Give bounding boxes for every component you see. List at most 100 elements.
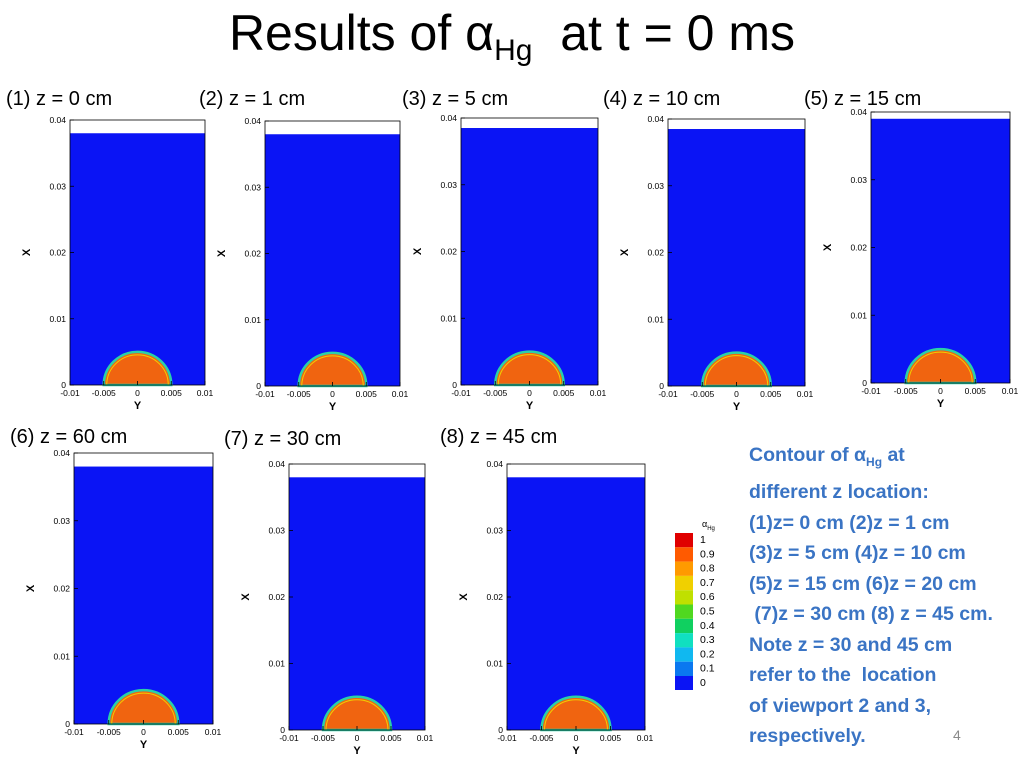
- x-tick-label: -0.005: [483, 388, 507, 398]
- legend-swatch: [675, 661, 693, 676]
- legend-level-label: 0.7: [700, 577, 715, 589]
- x-tick-label: -0.005: [311, 733, 335, 743]
- y-tick-label: 0.02: [268, 592, 285, 602]
- legend-swatch: [675, 547, 693, 562]
- legend-swatch: [675, 590, 693, 605]
- x-tick-label: -0.01: [279, 733, 299, 743]
- panel-label-5: (5) z = 15 cm: [804, 88, 922, 110]
- note-line-2: different z location:: [749, 481, 929, 504]
- y-axis-label: X: [822, 243, 834, 251]
- contour-plot-5: -0.01 -0.005 0 0.005 0.01 0 0.01 0.02 0.03 0.04 Y X: [822, 107, 1019, 410]
- interface-contour: [908, 351, 973, 384]
- note-line-5: (5)z = 15 cm (6)z = 20 cm: [749, 572, 977, 595]
- gas-region: [871, 118, 1010, 384]
- y-tick-label: 0.04: [268, 459, 285, 469]
- legend-level-label: 0.5: [700, 606, 715, 618]
- x-tick-label: -0.01: [60, 388, 80, 398]
- contour-plot-3: -0.01 -0.005 0 0.005 0.01 0 0.01 0.02 0.03 0.04 Y X: [412, 113, 607, 412]
- caption-note: Contour of αHg at different z location: …: [749, 440, 1024, 752]
- x-tick-label: 0.01: [590, 388, 607, 398]
- y-axis-label: X: [458, 593, 470, 601]
- legend-level-label: 1: [700, 534, 706, 546]
- x-axis-label: Y: [140, 739, 148, 751]
- x-tick-label: 0.01: [1002, 386, 1019, 396]
- legend-level-label: 0.9: [700, 548, 715, 560]
- x-tick-label: -0.01: [497, 733, 517, 743]
- y-tick-label: 0.02: [647, 248, 664, 258]
- contour-plot-8: -0.01 -0.005 0 0.005 0.01 0 0.01 0.02 0.03 0.04 Y X: [458, 459, 654, 757]
- y-tick-label: 0.02: [850, 243, 867, 253]
- y-tick-label: 0.02: [49, 248, 66, 258]
- note-line-6: (7)z = 30 cm (8) z = 45 cm.: [749, 603, 993, 626]
- y-axis-label: X: [216, 249, 228, 257]
- panel-label-4: (4) z = 10 cm: [603, 88, 721, 110]
- legend-swatch: [675, 676, 693, 690]
- x-tick-label: -0.01: [64, 727, 84, 737]
- x-tick-label: 0.005: [161, 388, 183, 398]
- x-tick-label: 0.005: [760, 389, 782, 399]
- y-tick-label: 0: [452, 380, 457, 390]
- x-tick-label: 0.01: [205, 727, 222, 737]
- x-tick-label: -0.005: [894, 386, 918, 396]
- legend-level-label: 0.6: [700, 591, 715, 603]
- x-tick-label: 0.005: [356, 389, 378, 399]
- slide-title: Results of αHg at t = 0 ms: [0, 4, 1024, 68]
- note-line-4: (3)z = 5 cm (4)z = 10 cm: [749, 542, 966, 565]
- legend-level-label: 0.1: [700, 663, 715, 675]
- x-tick-label: 0.01: [392, 389, 409, 399]
- x-tick-label: 0.005: [965, 386, 987, 396]
- y-tick-label: 0: [256, 381, 261, 391]
- title-suffix: at t = 0 ms: [560, 5, 796, 61]
- y-tick-label: 0: [498, 725, 503, 735]
- note-line-9: of viewport 2 and 3,: [749, 694, 932, 717]
- y-tick-label: 0.03: [486, 526, 503, 536]
- y-axis-label: X: [21, 248, 33, 256]
- panel-label-7: (7) z = 30 cm: [224, 428, 342, 450]
- y-axis-label: X: [619, 248, 631, 256]
- x-tick-label: 0: [527, 388, 532, 398]
- y-tick-label: 0.03: [53, 516, 70, 526]
- x-tick-label: -0.01: [861, 386, 881, 396]
- gas-region: [74, 466, 213, 724]
- note-line-1: Contour of αHg at: [749, 444, 905, 469]
- legend-title: αHg: [702, 519, 715, 532]
- color-legend: αHg 1 0.9 0.8 0.7 0.6 0.5 0.4 0.3 0.2 0.1 0: [675, 519, 715, 690]
- x-axis-label: Y: [526, 400, 534, 412]
- y-tick-label: 0.02: [486, 592, 503, 602]
- x-tick-label: -0.005: [92, 388, 116, 398]
- interface-contour: [106, 354, 169, 386]
- panel-label-6: (6) z = 60 cm: [10, 426, 128, 448]
- interface-contour: [301, 355, 364, 387]
- x-axis-label: Y: [572, 745, 580, 757]
- gas-region: [289, 477, 425, 730]
- x-tick-label: 0: [734, 389, 739, 399]
- x-tick-label: 0: [938, 386, 943, 396]
- panel-label-2: (2) z = 1 cm: [199, 88, 306, 110]
- x-tick-label: 0.005: [168, 727, 190, 737]
- y-tick-label: 0.03: [244, 182, 261, 192]
- gas-region: [265, 134, 400, 386]
- interface-contour: [497, 354, 562, 386]
- y-tick-label: 0.01: [244, 315, 261, 325]
- x-tick-label: 0.01: [637, 733, 654, 743]
- y-tick-label: 0.04: [49, 115, 66, 125]
- gas-region: [461, 128, 598, 385]
- x-tick-label: 0: [330, 389, 335, 399]
- y-tick-label: 0.02: [440, 247, 457, 257]
- x-tick-label: 0.01: [417, 733, 434, 743]
- x-axis-label: Y: [353, 745, 361, 757]
- legend-level-label: 0.4: [700, 620, 715, 632]
- y-tick-label: 0.04: [53, 448, 70, 458]
- y-tick-label: 0: [61, 380, 66, 390]
- y-axis-label: X: [25, 584, 37, 592]
- x-tick-label: 0.01: [797, 389, 814, 399]
- x-tick-label: 0: [574, 733, 579, 743]
- y-tick-label: 0.01: [850, 310, 867, 320]
- x-axis-label: Y: [733, 401, 741, 413]
- interface-contour: [544, 699, 608, 731]
- y-tick-label: 0: [280, 725, 285, 735]
- y-tick-label: 0.01: [486, 659, 503, 669]
- x-tick-label: 0.01: [197, 388, 214, 398]
- legend-level-label: 0.3: [700, 634, 715, 646]
- x-tick-label: -0.005: [97, 727, 121, 737]
